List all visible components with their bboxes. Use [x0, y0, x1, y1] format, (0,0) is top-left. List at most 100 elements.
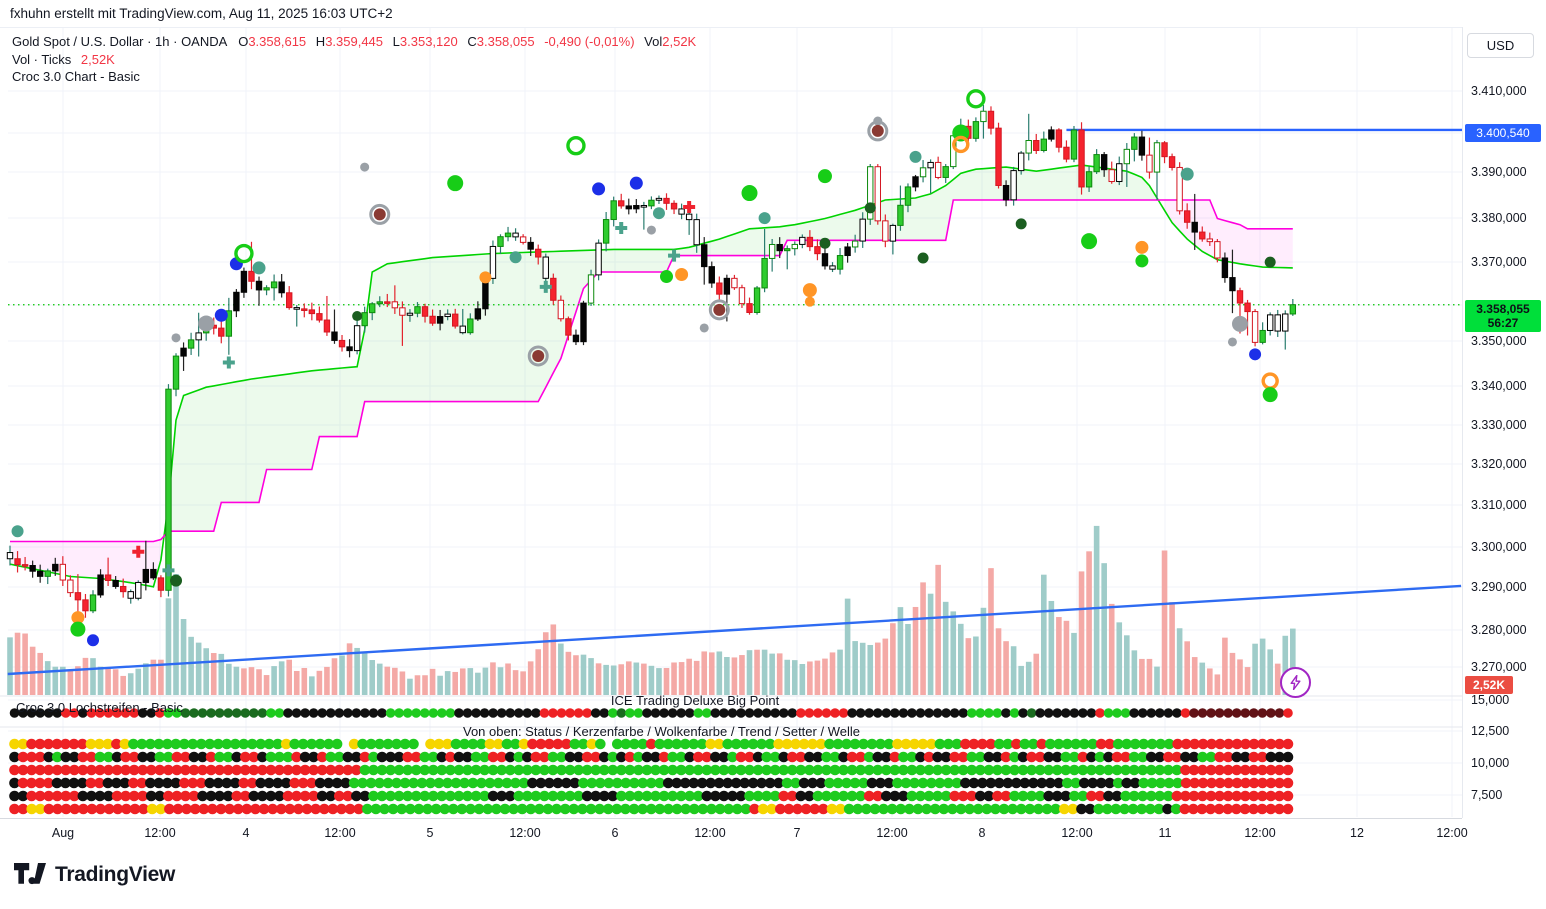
tape-dot [1033, 803, 1044, 815]
candle-body [1108, 169, 1115, 183]
tape-dot [399, 738, 411, 750]
tape-dot [607, 708, 618, 718]
tape-dot [895, 803, 907, 815]
tape-dot [821, 708, 832, 718]
candle-body [316, 313, 323, 321]
tape-dot [1197, 738, 1209, 750]
currency-button[interactable]: USD [1467, 33, 1534, 58]
tape-dot [442, 738, 453, 750]
tape-dot [824, 777, 835, 789]
tape-dot [949, 764, 960, 776]
candle-body [738, 287, 746, 305]
tape-dot [94, 764, 106, 776]
tape-dot [1180, 738, 1192, 750]
tape-dot [1188, 764, 1200, 776]
tape-dot [727, 764, 738, 776]
tape-dot [408, 777, 419, 789]
tradingview-logo-icon [14, 863, 46, 885]
tape-dot [787, 708, 798, 718]
lightning-button[interactable] [1280, 667, 1311, 698]
signal-dot [917, 252, 929, 264]
tape-dot [815, 738, 827, 750]
tape-dot [263, 738, 275, 750]
tape-dot [1137, 751, 1149, 763]
tape-dot [428, 751, 439, 763]
tape-dot [628, 803, 640, 815]
tape-dot [968, 738, 980, 750]
ohlc-open-label: O [238, 34, 249, 49]
tradingview-logo[interactable]: TradingView [14, 862, 175, 888]
price-axis-label: 3.310,000 [1471, 498, 1527, 512]
tape-dot [798, 777, 810, 789]
tape-dot [171, 751, 183, 763]
tape-dot [351, 708, 362, 718]
volume-bar [188, 636, 194, 695]
tape-dot [821, 764, 832, 776]
tape-dot [154, 764, 166, 776]
tape-dot [479, 751, 490, 763]
tape-dot [154, 708, 165, 718]
tape-dot [77, 751, 89, 763]
tape-dot [1102, 803, 1113, 815]
candle-body [625, 205, 632, 210]
candle-body [1206, 238, 1214, 243]
tape-dot [595, 738, 606, 750]
drawing-lines-layer[interactable] [7, 128, 1462, 676]
tape-dot [442, 777, 453, 789]
price-axis[interactable]: 7,500 10,000 12,500 15,000 3.270,000 3.280,00… [1462, 27, 1546, 818]
tape-dot [137, 708, 148, 718]
tape-dot [348, 777, 360, 789]
tape-dot [267, 803, 278, 815]
tape-dot [915, 708, 926, 718]
tape-dot [445, 790, 456, 802]
tape-dot [620, 777, 632, 789]
tape-dot [1274, 738, 1285, 750]
tape-dot [795, 751, 807, 763]
tape-dot [1137, 790, 1149, 802]
tape-dot [1249, 708, 1259, 718]
tape-dot [1248, 777, 1260, 789]
volume-bar [1063, 620, 1070, 695]
tape-dot [582, 708, 592, 718]
tape-dot [52, 708, 63, 718]
candle-body [67, 579, 74, 594]
tape-dot [299, 790, 311, 802]
volume-bar [437, 675, 443, 695]
chart-canvas[interactable] [0, 27, 1546, 848]
volume-bar [663, 667, 670, 695]
tape-dot [866, 738, 878, 750]
volume-bar [82, 657, 89, 695]
candle-body [821, 253, 829, 267]
trend-line[interactable] [7, 584, 1462, 676]
tape-dot [1171, 751, 1183, 763]
legend-symbol-row[interactable]: Gold Spot / U.S. Dollar · 1h · OANDA O3.… [12, 33, 696, 51]
legend-volume-row[interactable]: Vol · Ticks 2,52K [12, 51, 696, 69]
tape-dot [336, 803, 347, 815]
tape-dot [852, 803, 864, 815]
tape-dot [906, 751, 918, 763]
tape-dot [1044, 738, 1056, 750]
candle-body [867, 166, 874, 220]
ohlc-high-value: 3.359,445 [325, 34, 384, 49]
tape-dot [705, 738, 716, 750]
legend-indicator-row[interactable]: Croc 3.0 Chart - Basic [12, 68, 696, 86]
tape-dot [396, 803, 408, 815]
volume-bar [490, 662, 496, 695]
tape-dot [684, 751, 696, 763]
tape-dot [510, 777, 521, 789]
tape-dot [641, 764, 653, 776]
time-axis-label: 12:00 [876, 826, 908, 840]
tape-dot [289, 738, 300, 750]
lochstreifen-label[interactable]: Croc 3.0 Lochstreifen - Basic [16, 700, 183, 715]
tape-dot [730, 777, 742, 789]
tape-dot [1282, 777, 1294, 789]
time-axis[interactable]: Aug 12:00 4 12:00 5 12:00 6 12:00 7 12:00 8 12:00 11… [0, 818, 1468, 849]
tape-dot [723, 803, 734, 815]
tape-dot [1026, 764, 1037, 776]
tape-dot [966, 751, 978, 763]
tape-dot [439, 803, 451, 815]
tape-dot [775, 803, 786, 815]
tape-dot [1086, 751, 1097, 763]
volume-bar [852, 641, 858, 695]
tape-dot [1214, 751, 1225, 763]
